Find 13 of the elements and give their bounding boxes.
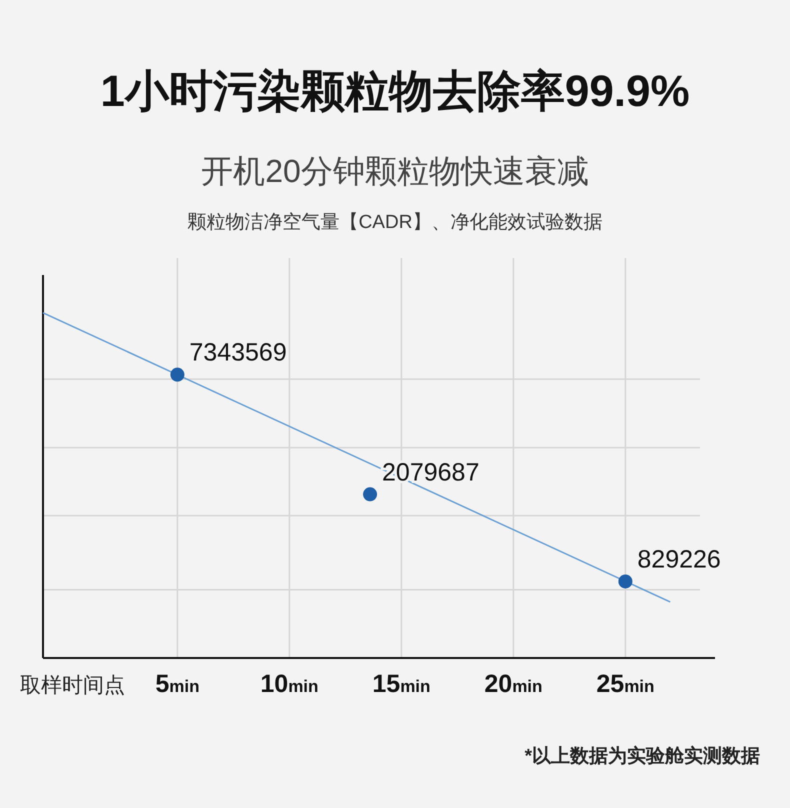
x-tick-label: 20min (484, 670, 542, 698)
text: 颗粒物洁净空气量【CADR】、净化能效试验数据 (188, 211, 602, 233)
x-tick-label: 15min (372, 670, 430, 698)
data-label: 829226 (637, 545, 721, 574)
chart-subtitle: 开机20分钟颗粒物快速衰减 (201, 153, 589, 189)
x-tick-label: 25min (596, 670, 654, 698)
x-axis-title: 取样时间点 (20, 674, 125, 697)
chart-title: 1小时污染颗粒物去除率99.9% (100, 67, 690, 116)
text: *以上数据为实验舱实测数据 (524, 745, 760, 767)
data-label: 7343569 (189, 338, 287, 367)
x-tick-label: 5min (155, 670, 200, 698)
data-label: 2079687 (382, 458, 480, 486)
x-tick-label: 10min (260, 670, 318, 698)
